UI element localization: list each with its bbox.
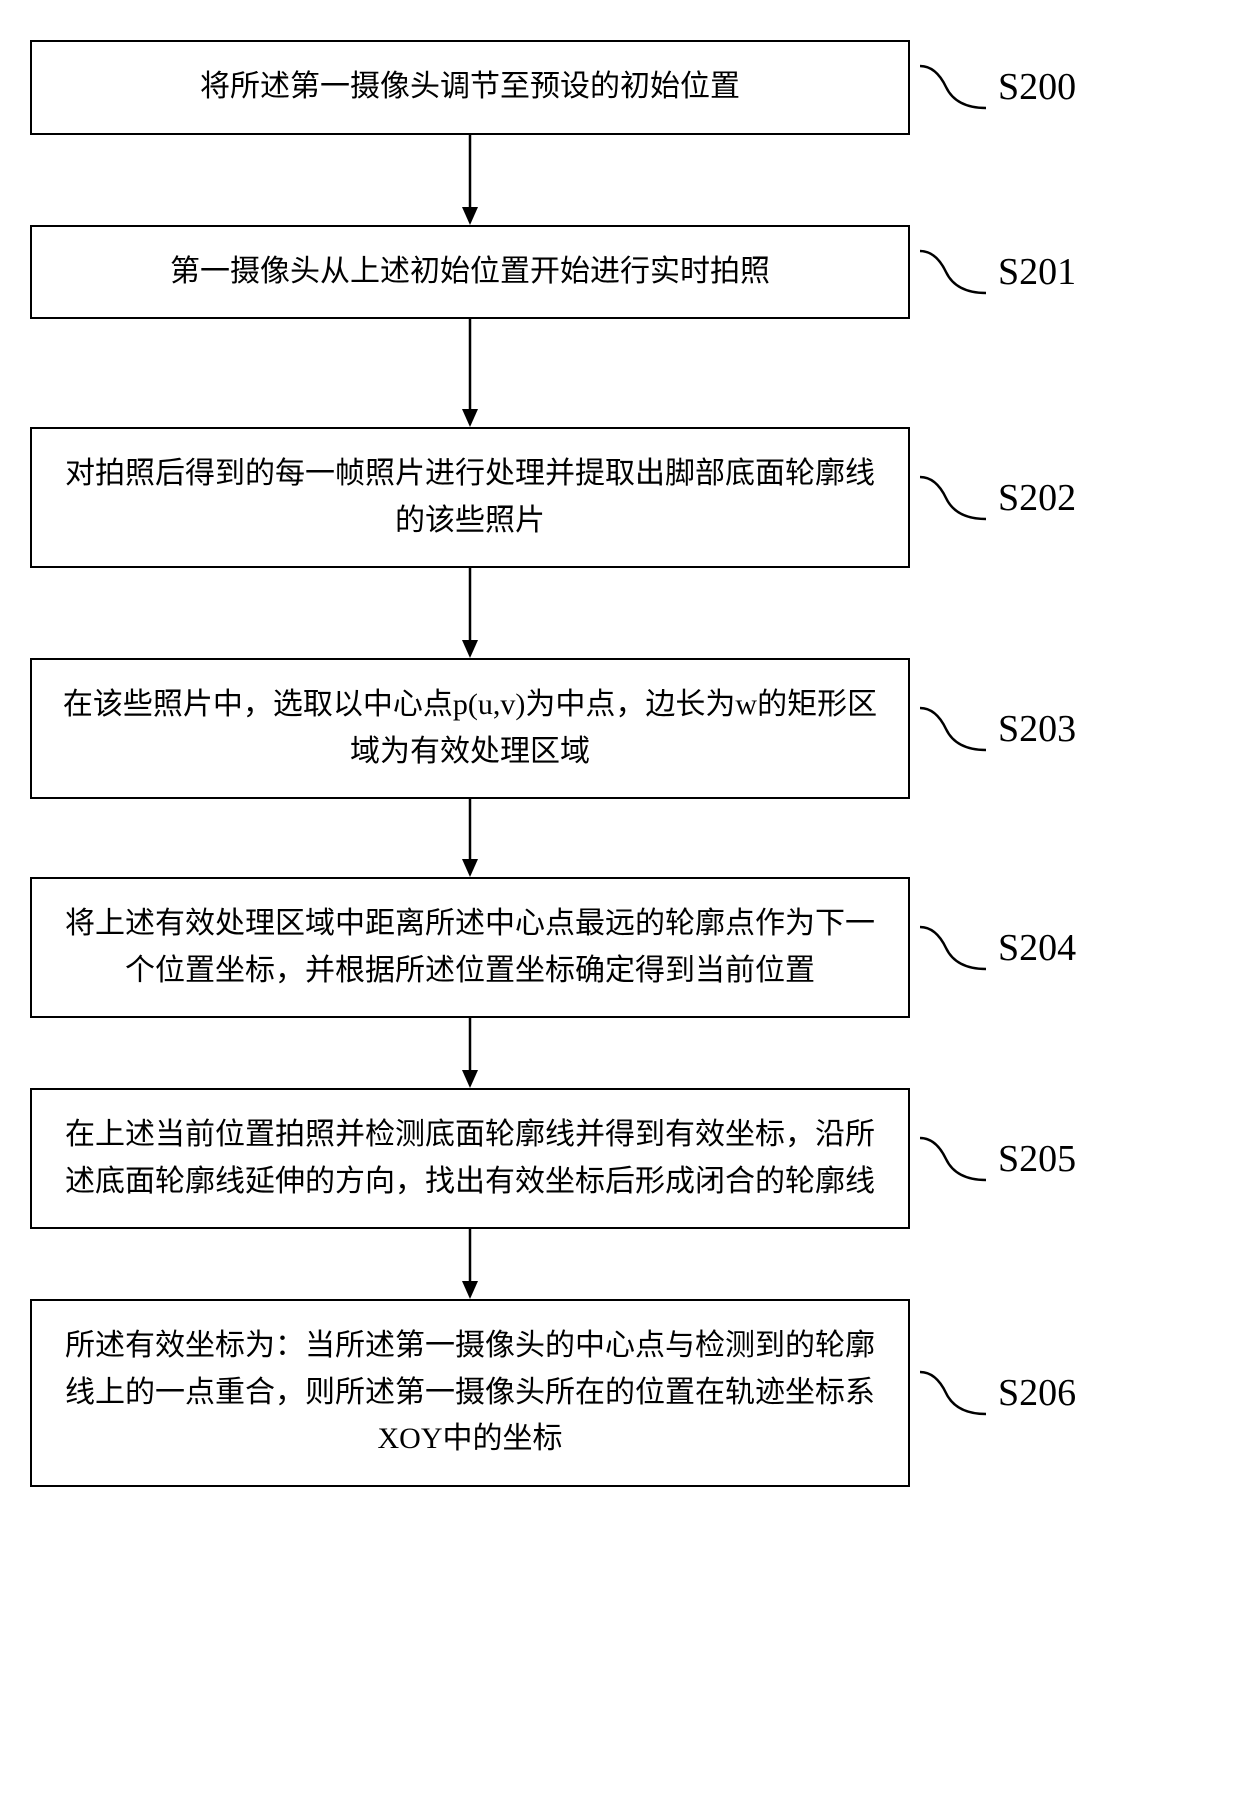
flow-arrow <box>30 1229 910 1299</box>
brace-icon <box>918 706 988 752</box>
flow-arrow <box>30 135 910 225</box>
flow-arrow <box>30 799 910 877</box>
flow-arrow <box>30 568 910 658</box>
step-label-col: S201 <box>910 249 1210 295</box>
flow-step: 第一摄像头从上述初始位置开始进行实时拍照 S201 <box>30 225 1210 320</box>
step-id-label: S200 <box>998 65 1076 109</box>
flow-arrow <box>30 1018 910 1088</box>
step-box-s201: 第一摄像头从上述初始位置开始进行实时拍照 <box>30 225 910 320</box>
step-box-s205: 在上述当前位置拍照并检测底面轮廓线并得到有效坐标，沿所述底面轮廓线延伸的方向，找… <box>30 1088 910 1229</box>
flow-step: 对拍照后得到的每一帧照片进行处理并提取出脚部底面轮廓线的该些照片 S202 <box>30 427 1210 568</box>
brace-icon <box>918 1370 988 1416</box>
step-id-label: S202 <box>998 476 1076 520</box>
brace-icon <box>918 925 988 971</box>
step-label-col: S204 <box>910 925 1210 971</box>
brace-icon <box>918 249 988 295</box>
flow-step: 所述有效坐标为：当所述第一摄像头的中心点与检测到的轮廓线上的一点重合，则所述第一… <box>30 1299 1210 1487</box>
step-box-s206: 所述有效坐标为：当所述第一摄像头的中心点与检测到的轮廓线上的一点重合，则所述第一… <box>30 1299 910 1487</box>
flow-arrow <box>30 319 910 427</box>
brace-icon <box>918 475 988 521</box>
step-label-col: S205 <box>910 1136 1210 1182</box>
brace-icon <box>918 1136 988 1182</box>
step-id-label: S201 <box>998 250 1076 294</box>
step-box-s203: 在该些照片中，选取以中心点p(u,v)为中点，边长为w的矩形区域为有效处理区域 <box>30 658 910 799</box>
step-box-s204: 将上述有效处理区域中距离所述中心点最远的轮廓点作为下一个位置坐标，并根据所述位置… <box>30 877 910 1018</box>
flowchart-container: 将所述第一摄像头调节至预设的初始位置 S200 第一摄像头从上述初始位置开始进行… <box>30 40 1210 1487</box>
step-label-col: S203 <box>910 706 1210 752</box>
step-id-label: S206 <box>998 1371 1076 1415</box>
step-box-s202: 对拍照后得到的每一帧照片进行处理并提取出脚部底面轮廓线的该些照片 <box>30 427 910 568</box>
step-id-label: S203 <box>998 707 1076 751</box>
step-id-label: S204 <box>998 926 1076 970</box>
step-label-col: S202 <box>910 475 1210 521</box>
step-label-col: S206 <box>910 1370 1210 1416</box>
brace-icon <box>918 64 988 110</box>
flow-step: 将所述第一摄像头调节至预设的初始位置 S200 <box>30 40 1210 135</box>
step-box-s200: 将所述第一摄像头调节至预设的初始位置 <box>30 40 910 135</box>
step-label-col: S200 <box>910 64 1210 110</box>
flow-step: 在上述当前位置拍照并检测底面轮廓线并得到有效坐标，沿所述底面轮廓线延伸的方向，找… <box>30 1088 1210 1229</box>
flow-step: 将上述有效处理区域中距离所述中心点最远的轮廓点作为下一个位置坐标，并根据所述位置… <box>30 877 1210 1018</box>
step-id-label: S205 <box>998 1137 1076 1181</box>
flow-step: 在该些照片中，选取以中心点p(u,v)为中点，边长为w的矩形区域为有效处理区域 … <box>30 658 1210 799</box>
